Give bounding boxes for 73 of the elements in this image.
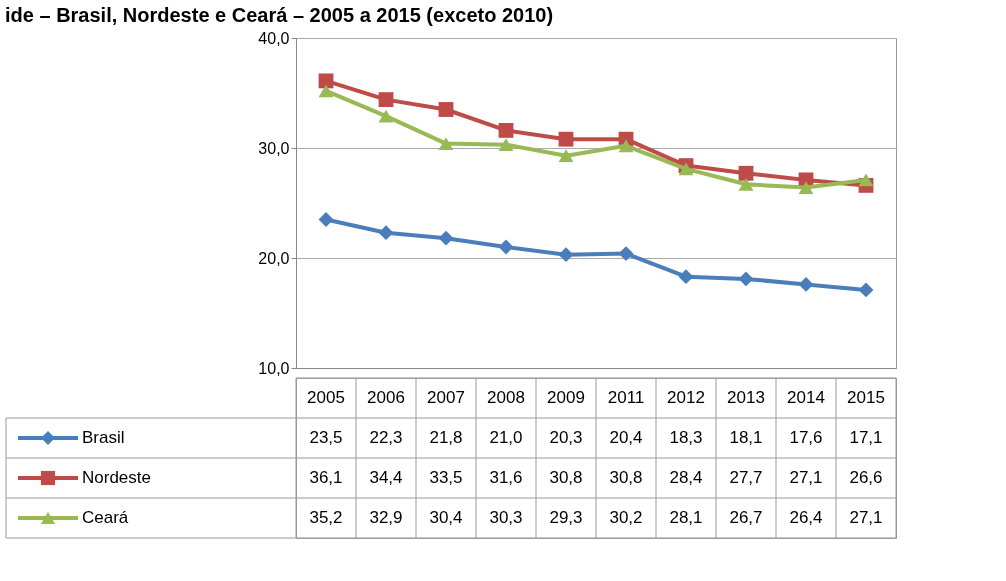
data-label: 21,0 <box>489 428 523 447</box>
x-tick-label: 2012 <box>667 388 705 407</box>
point <box>378 225 394 241</box>
data-label: 18,1 <box>729 428 763 447</box>
x-tick-label: 2011 <box>607 388 645 407</box>
point <box>678 269 694 285</box>
x-tick-label: 2009 <box>547 388 585 407</box>
legend-label: Ceará <box>82 508 129 527</box>
data-label: 17,1 <box>849 428 883 447</box>
point <box>318 73 334 89</box>
legend-label: Brasil <box>82 428 125 447</box>
data-label: 30,4 <box>429 508 463 527</box>
data-label: 27,7 <box>729 468 763 487</box>
data-label: 30,8 <box>609 468 643 487</box>
data-label: 35,2 <box>309 508 343 527</box>
point <box>858 282 874 298</box>
data-label: 26,7 <box>729 508 763 527</box>
data-label: 20,3 <box>549 428 583 447</box>
point <box>618 139 634 153</box>
point <box>738 271 754 287</box>
x-tick-label: 2013 <box>727 388 765 407</box>
point <box>318 84 334 98</box>
y-tick-label: 40,0 <box>258 29 290 47</box>
x-tick-label: 2007 <box>427 388 465 407</box>
data-label: 17,6 <box>789 428 823 447</box>
data-label: 30,3 <box>489 508 523 527</box>
point <box>858 173 874 187</box>
point <box>498 122 514 138</box>
data-label: 29,3 <box>549 508 583 527</box>
point <box>558 247 574 263</box>
chart-title: ide – Brasil, Nordeste e Ceará – 2005 a 2015 (exceto 2010) <box>5 3 554 26</box>
data-label: 27,1 <box>849 508 883 527</box>
data-label: 20,4 <box>609 428 643 447</box>
legend-label: Nordeste <box>82 468 151 487</box>
data-label: 33,5 <box>429 468 463 487</box>
data-label: 30,8 <box>549 468 583 487</box>
point <box>378 109 394 123</box>
point <box>438 230 454 246</box>
point <box>798 276 814 292</box>
point <box>678 162 694 176</box>
point <box>798 181 814 195</box>
x-tick-label: 2008 <box>487 388 525 407</box>
data-label: 23,5 <box>309 428 343 447</box>
data-label: 30,2 <box>609 508 643 527</box>
data-label: 28,1 <box>669 508 703 527</box>
point <box>438 137 454 151</box>
data-label: 34,4 <box>369 468 403 487</box>
data-label: 21,8 <box>429 428 463 447</box>
y-tick-label: 30,0 <box>258 139 290 157</box>
y-tick-label: 20,0 <box>258 249 290 267</box>
data-label: 18,3 <box>669 428 703 447</box>
point <box>498 138 514 152</box>
data-label: 22,3 <box>369 428 403 447</box>
data-label: 28,4 <box>669 468 703 487</box>
data-label: 32,9 <box>369 508 403 527</box>
point <box>738 177 754 191</box>
point <box>738 165 754 181</box>
point <box>618 246 634 262</box>
point <box>378 92 394 108</box>
point <box>558 131 574 147</box>
point <box>558 149 574 163</box>
point <box>498 239 514 255</box>
x-tick-label: 2015 <box>847 388 885 407</box>
x-tick-label: 2006 <box>367 388 405 407</box>
point <box>438 102 454 117</box>
x-tick-label: 2014 <box>787 388 825 407</box>
y-tick-label: 10,0 <box>258 359 290 377</box>
data-label: 36,1 <box>309 468 343 487</box>
data-label: 26,6 <box>849 468 883 487</box>
x-tick-label: 2005 <box>307 388 345 407</box>
data-label: 31,6 <box>489 468 523 487</box>
data-label: 26,4 <box>789 508 823 527</box>
data-label: 27,1 <box>789 468 823 487</box>
